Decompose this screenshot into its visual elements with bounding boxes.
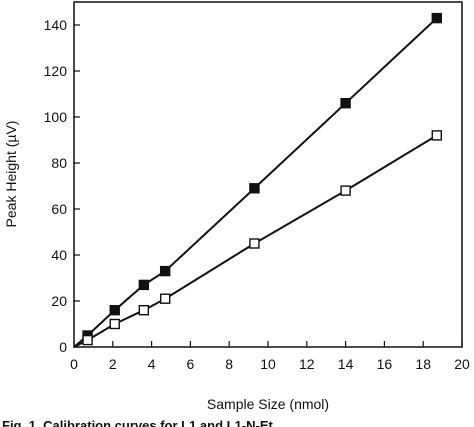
x-tick-label: 16	[377, 356, 393, 372]
y-tick-label: 0	[59, 339, 67, 355]
data-point	[138, 305, 150, 316]
y-tick-label: 100	[44, 109, 68, 125]
x-tick-label: 12	[299, 356, 315, 372]
data-point	[109, 305, 120, 316]
x-tick-label: 0	[70, 356, 78, 372]
data-point	[431, 12, 442, 24]
x-tick-label: 14	[338, 356, 354, 372]
x-tick-label: 2	[109, 356, 117, 372]
figure-caption: Fig. 1. Calibration curves for L1 and L1…	[2, 418, 273, 427]
y-tick-label: 140	[44, 17, 68, 33]
series-2	[73, 130, 442, 348]
data-point	[109, 318, 120, 330]
data-point	[431, 130, 442, 141]
data-point	[159, 293, 171, 304]
series-1	[73, 12, 442, 348]
data-point	[340, 97, 351, 109]
y-tick-label: 60	[51, 201, 67, 217]
data-point	[249, 238, 260, 249]
data-point	[340, 185, 351, 196]
series-layer	[73, 12, 442, 348]
x-tick-label: 18	[415, 356, 431, 372]
x-tick-label: 10	[260, 356, 276, 372]
x-tick-label: 6	[187, 356, 195, 372]
y-tick-label: 20	[51, 293, 67, 309]
y-tick-label: 40	[51, 247, 67, 263]
data-point	[249, 183, 260, 194]
x-axis-ticks: 0 2 4 6 8 10 12 14 16 18 20	[70, 341, 470, 372]
x-tick-label: 20	[454, 356, 470, 372]
x-tick-label: 4	[148, 356, 156, 372]
data-point	[159, 265, 171, 277]
y-axis-label: Peak Height (µV)	[3, 121, 19, 228]
series-line	[73, 17, 438, 348]
data-point	[82, 334, 93, 346]
x-tick-label: 8	[225, 356, 233, 372]
data-point	[138, 279, 150, 291]
y-tick-label: 120	[44, 63, 68, 79]
y-tick-label: 80	[51, 155, 67, 171]
x-axis-label: Sample Size (nmol)	[207, 396, 329, 412]
